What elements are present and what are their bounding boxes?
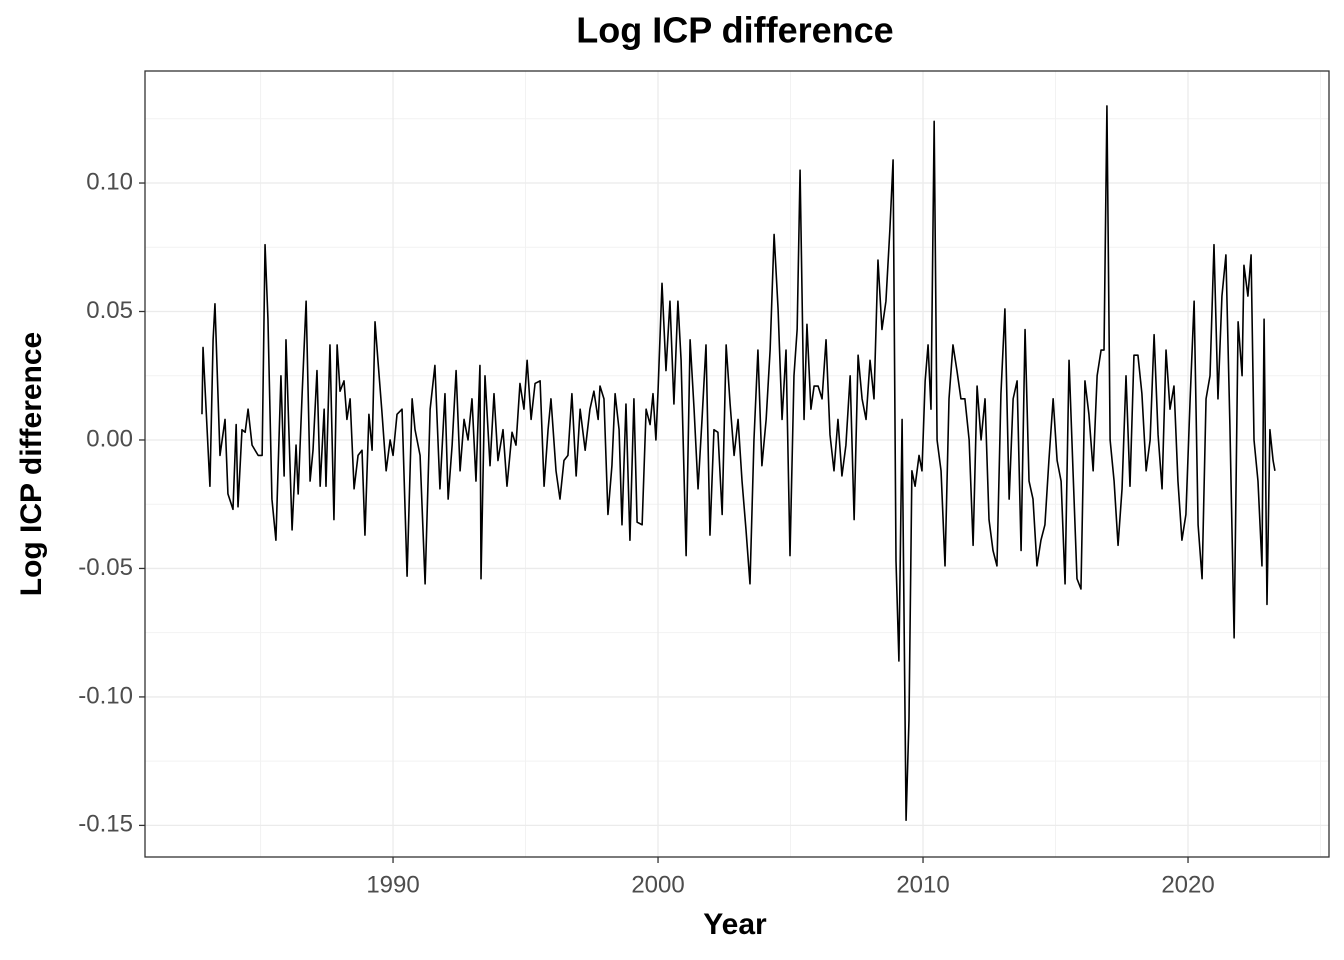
y-tick-label: 0.05 <box>86 297 133 324</box>
y-tick-label: 0.10 <box>86 168 133 195</box>
x-tick-label: 2000 <box>631 871 684 898</box>
y-axis-title: Log ICP difference <box>15 332 48 597</box>
y-tick-label: -0.15 <box>78 811 133 838</box>
x-axis-title: Year <box>703 908 767 941</box>
chart-title: Log ICP difference <box>576 10 893 51</box>
plot <box>201 105 1276 822</box>
x-tick-label: 1990 <box>366 871 419 898</box>
y-tick-label: -0.05 <box>78 554 133 581</box>
x-tick-label: 2010 <box>896 871 949 898</box>
x-tick-label: 2020 <box>1161 871 1214 898</box>
y-tick-label: 0.00 <box>86 425 133 452</box>
panel-border <box>144 70 1330 858</box>
grid <box>145 71 1329 857</box>
data-line <box>201 105 1276 822</box>
y-tick-label: -0.10 <box>78 682 133 709</box>
